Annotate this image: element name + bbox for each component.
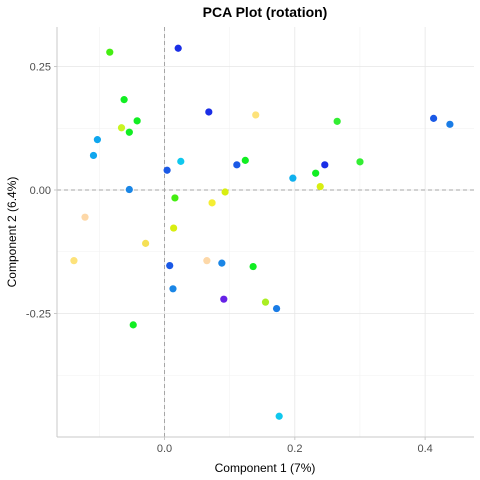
data-points: [70, 44, 454, 420]
data-point: [203, 257, 211, 265]
data-point: [177, 157, 185, 165]
data-point: [174, 44, 182, 52]
grid-lines: [57, 27, 474, 437]
data-point: [233, 161, 241, 169]
x-tick-label: 0.0: [157, 443, 172, 455]
axes: [56, 27, 474, 438]
x-tick-label: 0.4: [417, 443, 432, 455]
data-point: [252, 111, 260, 119]
data-point: [163, 166, 171, 174]
data-point: [208, 199, 216, 207]
data-point: [117, 124, 126, 132]
data-point: [120, 96, 128, 104]
plot-background: [57, 27, 474, 437]
data-point: [312, 169, 320, 177]
data-point: [70, 257, 78, 265]
data-point: [125, 128, 133, 136]
data-point: [170, 224, 178, 232]
y-axis-title: Component 2 (6.4%): [5, 177, 19, 288]
data-point: [205, 108, 213, 116]
y-axis-ticks: 0.25 0.00 -0.25: [26, 62, 57, 321]
data-point: [321, 161, 329, 169]
data-point: [129, 321, 137, 329]
x-axis-title: Component 1 (7%): [215, 461, 316, 475]
data-point: [89, 151, 98, 160]
y-tick-label: 0.00: [30, 185, 51, 197]
data-point: [289, 174, 297, 182]
x-axis-ticks: 0.0 0.2 0.4: [157, 437, 433, 455]
data-point: [221, 188, 229, 196]
data-point: [220, 295, 228, 303]
data-point: [316, 182, 324, 191]
data-point: [446, 120, 454, 128]
data-point: [142, 239, 150, 247]
data-point: [241, 156, 249, 164]
data-point: [169, 285, 177, 293]
data-point: [171, 194, 179, 202]
data-point: [106, 48, 114, 56]
data-point: [249, 262, 257, 271]
data-point: [81, 213, 89, 221]
data-point: [430, 114, 438, 122]
y-tick-label: -0.25: [26, 309, 51, 321]
data-point: [261, 298, 270, 306]
data-point: [166, 261, 174, 270]
data-point: [333, 117, 341, 125]
data-point: [125, 185, 133, 194]
data-point: [218, 259, 226, 267]
reference-lines: [57, 27, 474, 437]
data-point: [272, 304, 281, 313]
data-point: [133, 117, 141, 125]
data-point: [356, 158, 364, 166]
chart-title: PCA Plot (rotation): [203, 4, 328, 20]
plot-panel: [57, 27, 474, 437]
x-tick-label: 0.2: [287, 443, 302, 455]
data-point: [275, 412, 283, 420]
data-point: [93, 136, 101, 144]
y-tick-label: 0.25: [30, 62, 51, 74]
